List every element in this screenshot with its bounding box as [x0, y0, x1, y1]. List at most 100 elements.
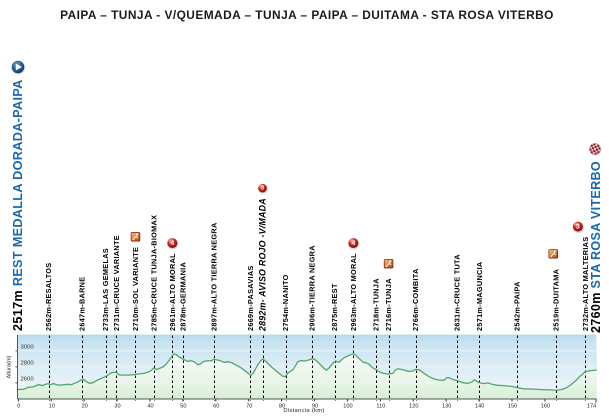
waypoint: 2961m-ALTO MORAL 4	[167, 238, 179, 331]
waypoint: 2571m-MAGUNCIA	[475, 261, 484, 331]
climb-category-number: 3	[576, 224, 580, 231]
axes: 0 10 20 30 40 50 60 70 80 90 100 110 120 130 140 150 160…	[17, 335, 597, 410]
sprint-icon	[383, 259, 394, 269]
waypoint-label: 2875m-REST	[330, 283, 339, 331]
sprint-figure-head	[389, 260, 392, 263]
waypoint-label: 2710m-SOL VARIANTE	[131, 247, 140, 331]
waypoint: 2718m-TUNJA	[372, 278, 381, 331]
x-tick-label: 30	[114, 404, 120, 410]
category-climb-icon: 3	[257, 183, 268, 194]
x-tick-label: 20	[82, 404, 88, 410]
x-tick-label: 100	[343, 404, 352, 410]
x-tick-label: 174	[587, 404, 596, 410]
waypoint: 2766m-COMBITA	[411, 268, 420, 331]
waypoint: 2897m-ALTO TIERRA NEGRA	[209, 222, 218, 331]
waypoint: 2785m-CRUCE TUNJA-BIOMAX	[149, 215, 158, 331]
waypoint: 2542m-PAIPA	[512, 281, 521, 331]
climb-icon-gloss	[349, 239, 355, 243]
waypoint-label: 2733m-LAS GEMELAS	[101, 248, 110, 331]
x-tick-label: 110	[376, 404, 385, 410]
finish-name: STA ROSA VITERBO	[589, 161, 603, 292]
climb-icon-gloss	[573, 222, 580, 227]
finish-label: 2760m STA ROSA VITERBO	[589, 161, 603, 333]
waypoint-label: 2718m-TUNJA	[372, 278, 381, 331]
x-tick-label: 160	[541, 404, 550, 410]
finish-checker-cell	[602, 144, 605, 147]
category-climb-icon: 4	[348, 238, 360, 250]
waypoint-label: 2754m-NANITO	[281, 274, 290, 331]
finish-checker-cell	[598, 156, 601, 159]
climb-icon-circle	[572, 221, 583, 232]
x-tick-label: 40	[147, 404, 153, 410]
waypoint: 2754m-NANITO	[281, 274, 290, 331]
waypoint-label: 2716m-TUNJA	[384, 278, 393, 331]
waypoint: 2669m-PASAVIAS	[246, 265, 255, 331]
climb-icon-gloss	[259, 184, 264, 188]
waypoint: 2716m-TUNJA	[383, 259, 394, 331]
waypoint: 2963m-ALTO MORAL 4	[348, 238, 360, 331]
waypoint: 2733m-LAS GEMELAS	[101, 248, 110, 331]
waypoint-label: 2732m-ALTO MALTERIAS	[581, 237, 590, 331]
start-endpoint: 2517m REST MEDALLA DORADA-PAIPA	[11, 60, 26, 331]
sprint-figure-head	[553, 250, 556, 253]
elevation-area	[17, 353, 597, 399]
x-tick-label: 70	[246, 404, 252, 410]
waypoint-label: 2562m-RESALTOS	[44, 263, 53, 331]
waypoint-label: 2731m-CRUCE VARIANTE	[112, 235, 121, 331]
gridlines: 2600 2800 3000	[15, 344, 596, 384]
waypoint-label: 2785m-CRUCE TUNJA-BIOMAX	[149, 215, 158, 331]
finish-icon	[586, 143, 605, 159]
waypoint: 2731m-CRUCE VARIANTE	[112, 235, 121, 331]
climb-icon-circle	[348, 238, 359, 249]
waypoint: 2892m- AVISO ROJO -V/MADA 3	[257, 183, 268, 332]
finish-altitude: 2760m	[589, 292, 603, 333]
sprint-figure-head	[136, 233, 138, 236]
x-tick-label: 150	[508, 404, 517, 410]
start-play-triangle	[15, 63, 22, 71]
waypoint: 2647m-BARNE	[78, 277, 87, 331]
x-axis-title: Distancia (km)	[283, 408, 324, 414]
waypoint-lines	[49, 335, 586, 401]
y-axis-title: Altura(m)	[7, 355, 13, 378]
climb-icon-circle	[167, 238, 178, 249]
start-label: 2517m REST MEDALLA DORADA-PAIPA	[11, 79, 25, 331]
waypoint: 2710m-SOL VARIANTE	[130, 232, 141, 331]
start-name: REST MEDALLA DORADA-PAIPA	[11, 79, 25, 290]
waypoint-label: 2961m-ALTO MORAL	[168, 253, 177, 331]
climb-icon-gloss	[168, 239, 174, 243]
sprint-icon	[130, 232, 141, 242]
climb-category-number: 4	[170, 240, 174, 247]
category-climb-icon: 4	[167, 238, 179, 250]
x-tick-label: 120	[409, 404, 418, 410]
x-tick-label: 60	[213, 404, 219, 410]
waypoint-label: 2631m-CRUCE TUTA	[453, 254, 462, 331]
waypoint-labels: 2562m-RESALTOS 2647m-BARNE 2733m-LAS GEMEL…	[44, 183, 590, 332]
waypoint-label: 2906m-TIERRA NEGRA	[307, 245, 316, 331]
waypoint-label: 2963m-ALTO MORAL	[349, 253, 358, 331]
waypoint: 2562m-RESALTOS	[44, 263, 53, 331]
y-tick-label: 3000	[21, 344, 35, 350]
start-icon	[11, 60, 26, 75]
waypoint: 2631m-CRUCE TUTA	[453, 254, 462, 331]
climb-category-number: 4	[351, 240, 355, 247]
waypoint: 2875m-REST	[330, 283, 339, 331]
finish-checker-cell	[586, 152, 589, 155]
waypoint-label: 2878m-GERMANIA	[178, 261, 187, 331]
x-tick-label: 130	[442, 404, 451, 410]
start-altitude: 2517m	[11, 290, 25, 331]
y-tick-label: 2600	[21, 376, 35, 382]
waypoint-label: 2897m-ALTO TIERRA NEGRA	[209, 222, 218, 331]
stage-title: PAIPA – TUNJA - V/QUEMADA – TUNJA – PAIP…	[60, 8, 554, 22]
x-tick-label: 0	[17, 404, 20, 410]
category-climb-icon: 3	[572, 221, 585, 234]
waypoint-label: 2571m-MAGUNCIA	[475, 261, 484, 331]
x-tick-label: 80	[279, 404, 285, 410]
climb-icon-circle	[258, 183, 267, 193]
finish-shade	[589, 143, 601, 155]
waypoint: 2878m-GERMANIA	[178, 261, 187, 331]
waypoint-label: 2892m- AVISO ROJO -V/MADA	[258, 198, 268, 332]
waypoint-label: 2766m-COMBITA	[411, 268, 420, 331]
